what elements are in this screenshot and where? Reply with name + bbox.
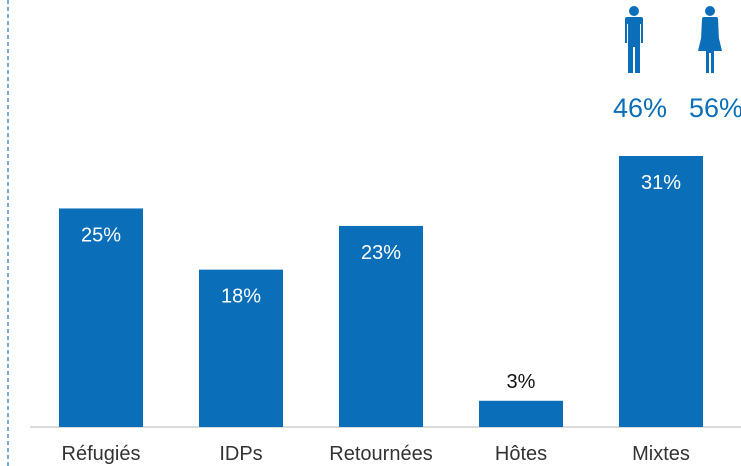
- x-tick-label-hotes: Hôtes: [495, 443, 547, 465]
- data-label-refugies: 25%: [81, 224, 121, 246]
- data-label-retournees: 23%: [361, 242, 401, 264]
- bar-hotes: [479, 400, 563, 427]
- bar-refugies: [59, 208, 143, 427]
- bar-idps: [199, 269, 283, 427]
- x-tick-label-retournees: Retournées: [329, 443, 432, 465]
- bars-group: [59, 156, 703, 427]
- data-label-mixtes: 31%: [641, 172, 681, 194]
- female-icon: [698, 6, 722, 73]
- bar-mixtes: [619, 156, 703, 427]
- data-label-idps: 18%: [221, 286, 261, 308]
- data-labels-group: 25% 18% 23% 3% 31%: [81, 172, 681, 393]
- male-percentage: 46%: [613, 93, 667, 123]
- data-label-hotes: 3%: [507, 371, 536, 393]
- female-percentage: 56%: [689, 93, 741, 123]
- gender-breakdown: 46% 56%: [613, 6, 741, 123]
- x-tick-labels-group: Réfugiés IDPs Retournées Hôtes Mixtes: [62, 443, 690, 465]
- bar-retournees: [339, 225, 423, 427]
- x-tick-label-refugies: Réfugiés: [62, 443, 141, 465]
- x-tick-label-idps: IDPs: [219, 443, 262, 465]
- male-icon: [625, 6, 643, 73]
- x-tick-label-mixtes: Mixtes: [632, 443, 690, 465]
